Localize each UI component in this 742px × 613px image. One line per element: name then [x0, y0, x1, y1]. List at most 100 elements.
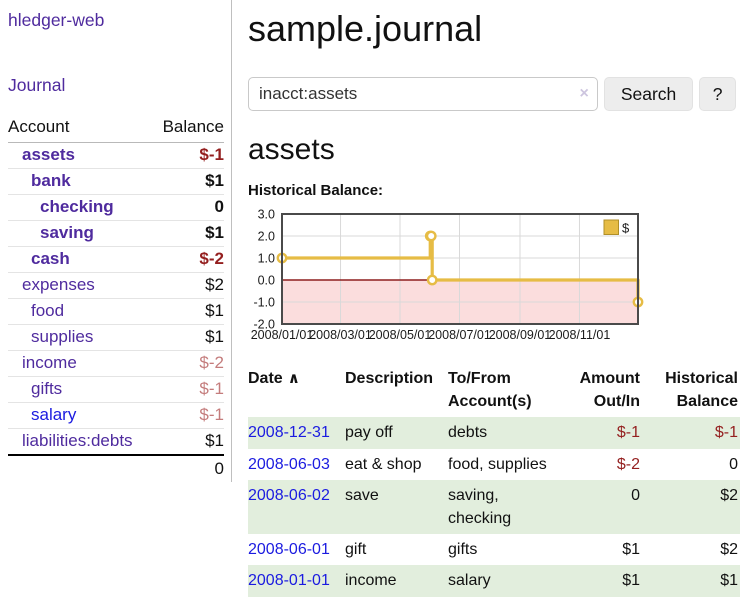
- accounts-header-row: Account Balance: [8, 115, 224, 143]
- register-balance: $2: [720, 541, 738, 559]
- register-date-link[interactable]: 2008-06-02: [248, 486, 330, 504]
- accounts-total-value: 0: [152, 454, 224, 482]
- account-link[interactable]: income: [22, 353, 77, 372]
- brand-link[interactable]: hledger-web: [8, 10, 105, 30]
- account-link[interactable]: expenses: [22, 275, 95, 294]
- account-row: cash $-2: [8, 246, 224, 273]
- account-balance: $2: [152, 272, 224, 299]
- table-row: 2008-06-03 eat & shop food, supplies $-2 0: [248, 449, 740, 480]
- x-tick-label: 2008/05/01: [369, 328, 432, 342]
- register-date-link[interactable]: 2008-12-31: [248, 424, 330, 442]
- account-link[interactable]: checking: [40, 197, 114, 216]
- register-balance: $-1: [714, 424, 738, 442]
- account-row: bank $1: [8, 168, 224, 195]
- chart-legend: $: [603, 219, 630, 236]
- register-accounts: salary: [448, 572, 491, 590]
- register-column-date[interactable]: Date ∧: [248, 365, 345, 417]
- y-tick-label: 1.0: [258, 252, 275, 266]
- x-tick-label: 2008/07/01: [428, 328, 491, 342]
- table-row: 2008-06-01 gift gifts $1 $2: [248, 534, 740, 565]
- account-link[interactable]: salary: [31, 405, 77, 424]
- account-row: saving $1: [8, 220, 224, 247]
- register-accounts: gifts: [448, 541, 478, 559]
- search-button[interactable]: Search: [603, 77, 694, 111]
- register-amount: $-2: [616, 455, 640, 473]
- account-row: liabilities:debts $1: [8, 428, 224, 455]
- y-tick-label: 3.0: [258, 208, 275, 222]
- register-balance: $2: [720, 486, 738, 504]
- account-row: assets $-1: [8, 143, 224, 169]
- account-link[interactable]: gifts: [31, 379, 63, 398]
- page-title: sample.journal: [248, 8, 483, 49]
- account-balance: $-1: [152, 376, 224, 403]
- x-tick-label: 2008/09/01: [489, 328, 552, 342]
- register-description: pay off: [345, 424, 393, 442]
- x-tick-label: 2008/01/01: [251, 328, 314, 342]
- register-date-link[interactable]: 2008-01-01: [248, 572, 330, 590]
- register-accounts: food, supplies: [448, 455, 547, 473]
- register-column-date-label: Date: [248, 370, 283, 387]
- account-row: gifts $-1: [8, 376, 224, 403]
- accounts-table: Account Balance assets $-1 bank $1 checking 0…: [8, 115, 224, 482]
- register-amount: $1: [622, 541, 640, 559]
- account-row: income $-2: [8, 350, 224, 377]
- help-button[interactable]: ?: [699, 77, 736, 111]
- account-balance: 0: [152, 194, 224, 221]
- register-column-balance: Historical Balance: [665, 370, 738, 411]
- account-link[interactable]: bank: [31, 171, 71, 190]
- search-wrap: ×: [248, 77, 598, 111]
- account-row: salary $-1: [8, 402, 224, 429]
- account-balance: $-1: [199, 145, 224, 164]
- search-form: × Search ?: [248, 77, 736, 111]
- register-description: gift: [345, 541, 367, 559]
- register-accounts: saving, checking: [448, 486, 512, 527]
- register-balance: 0: [729, 455, 738, 473]
- sidebar-item-journal[interactable]: Journal: [8, 75, 66, 95]
- register-date-link[interactable]: 2008-06-01: [248, 541, 330, 559]
- y-tick-label: -2.0: [253, 318, 275, 332]
- data-point-marker: [426, 274, 438, 286]
- accounts-column-account: Account: [8, 115, 153, 143]
- sidebar: hledger-web Journal Account Balance asse…: [0, 0, 232, 482]
- register-table: Date ∧ Description To/From Account(s) Amo…: [248, 365, 740, 597]
- account-link[interactable]: supplies: [31, 327, 94, 346]
- register-column-amount: Amount Out/In: [579, 370, 640, 411]
- register-amount: $-1: [616, 424, 640, 442]
- accounts-column-balance: Balance: [152, 115, 224, 143]
- account-balance: $-2: [152, 350, 224, 377]
- account-link[interactable]: assets: [22, 145, 75, 164]
- chart-heading: Historical Balance:: [248, 182, 384, 199]
- register-balance: $1: [720, 572, 738, 590]
- register-column-accounts: To/From Account(s): [448, 370, 532, 411]
- y-tick-label: 0.0: [258, 274, 275, 288]
- account-link[interactable]: cash: [31, 249, 70, 268]
- account-balance: $-1: [152, 402, 224, 429]
- account-link[interactable]: saving: [40, 223, 94, 242]
- data-point-marker: [425, 230, 437, 242]
- table-row: 2008-12-31 pay off debts $-1 $-1: [248, 417, 740, 449]
- sort-ascending-icon: ∧: [287, 370, 300, 387]
- account-balance: $1: [152, 428, 224, 455]
- account-row: expenses $2: [8, 272, 224, 299]
- historical-balance-chart: $3.0 2.0 1.0 0.0 -1.0 -2.0 2008/01/01 2008/03/0…: [248, 208, 736, 348]
- account-row: supplies $1: [8, 324, 224, 351]
- search-input[interactable]: [248, 77, 598, 111]
- register-description: income: [345, 572, 397, 590]
- account-link[interactable]: food: [31, 301, 65, 320]
- register-header-row: Date ∧ Description To/From Account(s) Amo…: [248, 365, 740, 417]
- register-date-link[interactable]: 2008-06-03: [248, 455, 330, 473]
- main-content: sample.journal × Search ? assets Histori…: [232, 0, 742, 613]
- account-row: checking 0: [8, 194, 224, 221]
- account-title: assets: [248, 133, 335, 166]
- chart-svg: $3.0 2.0 1.0 0.0 -1.0 -2.02008/01/012008/03/0…: [251, 208, 644, 342]
- x-tick-label: 2008/03/01: [309, 328, 372, 342]
- clear-search-icon[interactable]: ×: [579, 85, 589, 102]
- legend-label: $: [622, 221, 630, 236]
- table-row: 2008-01-01 income salary $1 $1: [248, 565, 740, 597]
- account-balance: $1: [152, 324, 224, 351]
- register-amount: 0: [631, 486, 640, 504]
- account-link[interactable]: liabilities:debts: [22, 431, 133, 450]
- register-amount: $1: [622, 572, 640, 590]
- register-column-description: Description: [345, 370, 434, 387]
